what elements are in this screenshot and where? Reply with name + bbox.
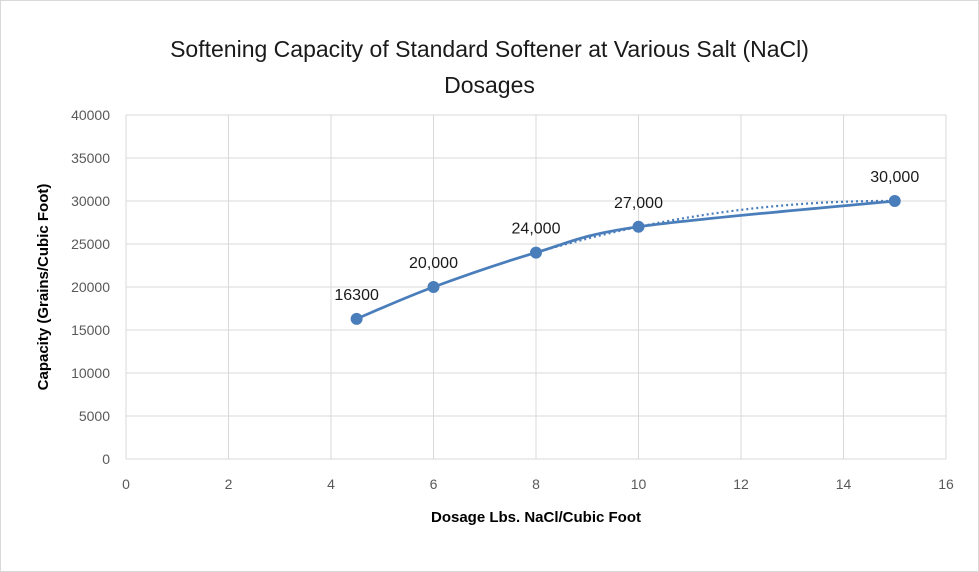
y-tick-label: 10000 [71, 365, 110, 381]
data-point [350, 312, 363, 325]
x-tick-label: 0 [122, 476, 130, 492]
x-tick-label: 8 [532, 476, 540, 492]
trendline-group [535, 199, 895, 254]
y-tick-label: 25000 [71, 236, 110, 252]
y-tick-label: 35000 [71, 150, 110, 166]
x-tick-label: 10 [631, 476, 647, 492]
y-tick-label: 0 [102, 451, 110, 467]
y-axis-title: Capacity (Grains/Cubic Foot) [35, 184, 52, 391]
chart-title-line-1: Softening Capacity of Standard Softener … [170, 36, 809, 62]
data-labels: 16300 20,000 24,000 27,000 30,000 [334, 169, 919, 304]
series-line [356, 199, 895, 321]
data-label: 24,000 [512, 221, 561, 238]
gridlines [125, 114, 947, 460]
x-tick-labels: 0 2 4 6 8 10 12 14 16 [122, 476, 954, 492]
y-tick-label: 5000 [79, 408, 110, 424]
y-tick-label: 15000 [71, 322, 110, 338]
data-label: 30,000 [870, 169, 919, 186]
x-tick-label: 2 [225, 476, 233, 492]
data-point [632, 220, 645, 233]
data-point [427, 281, 440, 293]
x-tick-label: 12 [733, 476, 749, 492]
data-label: 16300 [334, 287, 379, 304]
y-tick-label: 20000 [71, 279, 110, 295]
series-group [350, 195, 901, 325]
chart-title-line-2: Dosages [444, 72, 535, 98]
x-tick-label: 14 [836, 476, 852, 492]
data-point [888, 195, 901, 207]
data-label: 27,000 [614, 195, 663, 212]
trendline [535, 199, 895, 254]
y-tick-label: 40000 [71, 107, 110, 123]
x-tick-label: 4 [327, 476, 335, 492]
x-tick-label: 16 [938, 476, 954, 492]
x-axis-title: Dosage Lbs. NaCl/Cubic Foot [431, 509, 641, 526]
data-label: 20,000 [409, 255, 458, 272]
data-point [530, 246, 542, 259]
x-tick-label: 6 [430, 476, 438, 492]
y-tick-label: 30000 [71, 193, 110, 209]
y-tick-labels: 0 5000 10000 15000 20000 25000 30000 35000 40000 [71, 107, 110, 467]
